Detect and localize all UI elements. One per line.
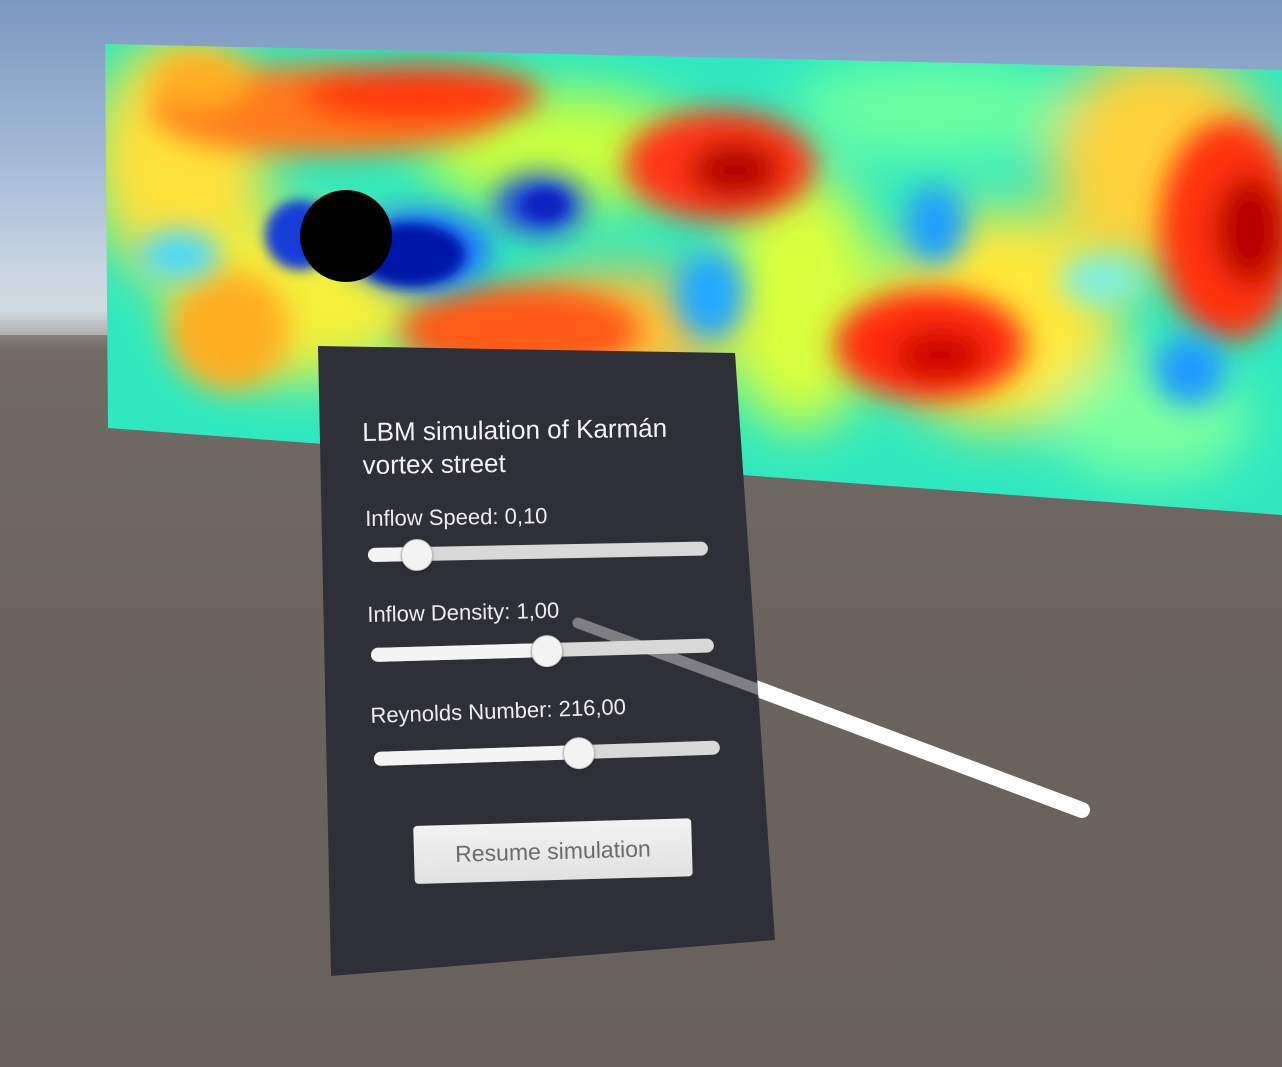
velocity-field <box>105 44 1282 515</box>
resume-simulation-button[interactable]: Resume simulation <box>413 818 693 884</box>
inflow-density-label: Inflow Density: 1,00 <box>367 597 560 627</box>
slider-handle[interactable] <box>400 538 433 572</box>
inflow-speed-label: Inflow Speed: 0,10 <box>365 503 548 531</box>
panel-title: LBM simulation of Karmán vortex street <box>362 412 668 480</box>
cylinder-obstacle-icon <box>300 190 392 282</box>
